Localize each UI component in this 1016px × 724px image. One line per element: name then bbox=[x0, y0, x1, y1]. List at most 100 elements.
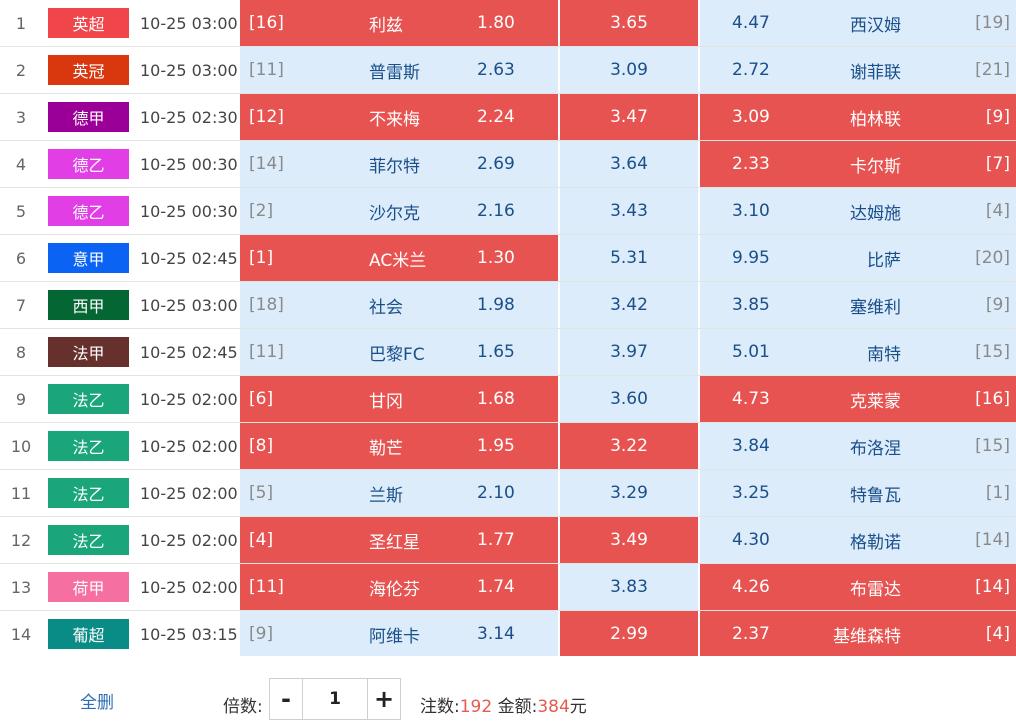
away-rank: [16] bbox=[975, 389, 1010, 409]
match-row: 13 荷甲 10-25 02:00 [11] 海伦芬 1.74 3.83 4.26 布雷达 [14… bbox=[0, 564, 1016, 611]
away-win-option[interactable]: 5.01 南特 [15] bbox=[700, 329, 1016, 375]
home-odd: 3.14 bbox=[477, 624, 515, 644]
multiplier-input[interactable] bbox=[303, 679, 367, 719]
match-row: 10 法乙 10-25 02:00 [8] 勒芒 1.95 3.22 3.84 布洛涅 [15] bbox=[0, 423, 1016, 470]
away-rank: [15] bbox=[975, 342, 1010, 362]
away-rank: [14] bbox=[975, 577, 1010, 597]
home-rank: [1] bbox=[249, 248, 274, 268]
match-row: 7 西甲 10-25 03:00 [18] 社会 1.98 3.42 3.85 塞维利 [9] bbox=[0, 282, 1016, 329]
match-time: 10-25 02:00 bbox=[140, 436, 238, 456]
match-time: 10-25 03:15 bbox=[140, 624, 238, 644]
home-odd: 2.69 bbox=[477, 154, 515, 174]
away-odd: 3.85 bbox=[732, 295, 770, 315]
away-odd: 2.72 bbox=[732, 60, 770, 80]
away-win-option[interactable]: 3.09 柏林联 [9] bbox=[700, 94, 1016, 140]
home-win-option[interactable]: [4] 圣红星 1.77 bbox=[240, 517, 558, 563]
home-team: 沙尔克 bbox=[369, 203, 420, 224]
draw-option[interactable]: 3.83 bbox=[560, 564, 698, 610]
draw-odd: 3.09 bbox=[610, 60, 648, 80]
away-rank: [21] bbox=[975, 60, 1010, 80]
match-time: 10-25 03:00 bbox=[140, 295, 238, 315]
draw-option[interactable]: 3.43 bbox=[560, 188, 698, 234]
home-win-option[interactable]: [14] 菲尔特 2.69 bbox=[240, 141, 558, 187]
clear-all-button[interactable]: 全删 bbox=[80, 693, 114, 713]
draw-option[interactable]: 5.31 bbox=[560, 235, 698, 281]
home-win-option[interactable]: [8] 勒芒 1.95 bbox=[240, 423, 558, 469]
away-odd: 2.37 bbox=[732, 624, 770, 644]
draw-odd: 3.60 bbox=[610, 389, 648, 409]
match-time: 10-25 02:00 bbox=[140, 483, 238, 503]
match-number: 7 bbox=[15, 295, 27, 315]
draw-option[interactable]: 3.49 bbox=[560, 517, 698, 563]
home-odd: 1.74 bbox=[477, 577, 515, 597]
away-win-option[interactable]: 9.95 比萨 [20] bbox=[700, 235, 1016, 281]
home-win-option[interactable]: [12] 不来梅 2.24 bbox=[240, 94, 558, 140]
draw-option[interactable]: 3.97 bbox=[560, 329, 698, 375]
away-win-option[interactable]: 2.33 卡尔斯 [7] bbox=[700, 141, 1016, 187]
home-win-option[interactable]: [9] 阿维卡 3.14 bbox=[240, 611, 558, 657]
home-win-option[interactable]: [2] 沙尔克 2.16 bbox=[240, 188, 558, 234]
draw-option[interactable]: 3.47 bbox=[560, 94, 698, 140]
away-win-option[interactable]: 3.25 特鲁瓦 [1] bbox=[700, 470, 1016, 516]
home-win-option[interactable]: [18] 社会 1.98 bbox=[240, 282, 558, 328]
league-badge: 德乙 bbox=[48, 196, 129, 226]
home-win-option[interactable]: [1] AC米兰 1.30 bbox=[240, 235, 558, 281]
away-team: 卡尔斯 bbox=[850, 156, 901, 177]
increase-multiplier-button[interactable]: + bbox=[367, 679, 400, 719]
away-rank: [9] bbox=[985, 107, 1010, 127]
home-win-option[interactable]: [16] 利兹 1.80 bbox=[240, 0, 558, 46]
home-team: AC米兰 bbox=[369, 250, 427, 271]
draw-option[interactable]: 3.22 bbox=[560, 423, 698, 469]
away-team: 柏林联 bbox=[850, 109, 901, 130]
league-badge: 西甲 bbox=[48, 290, 129, 320]
match-number: 1 bbox=[15, 13, 27, 33]
away-team: 基维森特 bbox=[833, 626, 901, 647]
bets-label: 注数: bbox=[420, 697, 460, 717]
match-time: 10-25 02:00 bbox=[140, 577, 238, 597]
away-win-option[interactable]: 4.30 格勒诺 [14] bbox=[700, 517, 1016, 563]
away-win-option[interactable]: 4.26 布雷达 [14] bbox=[700, 564, 1016, 610]
home-rank: [11] bbox=[249, 60, 284, 80]
draw-option[interactable]: 3.42 bbox=[560, 282, 698, 328]
away-win-option[interactable]: 2.37 基维森特 [4] bbox=[700, 611, 1016, 657]
draw-option[interactable]: 3.29 bbox=[560, 470, 698, 516]
draw-option[interactable]: 3.65 bbox=[560, 0, 698, 46]
away-rank: [4] bbox=[985, 624, 1010, 644]
draw-option[interactable]: 3.64 bbox=[560, 141, 698, 187]
match-number: 11 bbox=[10, 483, 32, 503]
match-time: 10-25 00:30 bbox=[140, 201, 238, 221]
home-win-option[interactable]: [5] 兰斯 2.10 bbox=[240, 470, 558, 516]
away-team: 格勒诺 bbox=[850, 532, 901, 553]
match-time: 10-25 00:30 bbox=[140, 154, 238, 174]
league-badge: 葡超 bbox=[48, 619, 129, 649]
league-badge: 荷甲 bbox=[48, 572, 129, 602]
home-win-option[interactable]: [11] 普雷斯 2.63 bbox=[240, 47, 558, 93]
league-badge: 法乙 bbox=[48, 431, 129, 461]
away-team: 达姆施 bbox=[850, 203, 901, 224]
match-number: 2 bbox=[15, 60, 27, 80]
draw-option[interactable]: 3.60 bbox=[560, 376, 698, 422]
away-team: 塞维利 bbox=[850, 297, 901, 318]
match-time: 10-25 02:45 bbox=[140, 248, 238, 268]
away-win-option[interactable]: 4.47 西汉姆 [19] bbox=[700, 0, 1016, 46]
draw-option[interactable]: 3.09 bbox=[560, 47, 698, 93]
match-row: 3 德甲 10-25 02:30 [12] 不来梅 2.24 3.47 3.09 柏林联 [9] bbox=[0, 94, 1016, 141]
away-win-option[interactable]: 3.85 塞维利 [9] bbox=[700, 282, 1016, 328]
home-win-option[interactable]: [11] 海伦芬 1.74 bbox=[240, 564, 558, 610]
away-win-option[interactable]: 4.73 克莱蒙 [16] bbox=[700, 376, 1016, 422]
away-odd: 4.73 bbox=[732, 389, 770, 409]
away-team: 布洛涅 bbox=[850, 438, 901, 459]
home-win-option[interactable]: [6] 甘冈 1.68 bbox=[240, 376, 558, 422]
home-win-option[interactable]: [11] 巴黎FC 1.65 bbox=[240, 329, 558, 375]
away-team: 西汉姆 bbox=[850, 15, 901, 36]
multiplier-label: 倍数: bbox=[223, 697, 263, 717]
away-win-option[interactable]: 2.72 谢菲联 [21] bbox=[700, 47, 1016, 93]
match-time: 10-25 02:00 bbox=[140, 530, 238, 550]
away-win-option[interactable]: 3.10 达姆施 [4] bbox=[700, 188, 1016, 234]
match-number: 9 bbox=[15, 389, 27, 409]
away-win-option[interactable]: 3.84 布洛涅 [15] bbox=[700, 423, 1016, 469]
draw-option[interactable]: 2.99 bbox=[560, 611, 698, 657]
home-odd: 2.63 bbox=[477, 60, 515, 80]
decrease-multiplier-button[interactable]: - bbox=[270, 679, 303, 719]
draw-odd: 3.43 bbox=[610, 201, 648, 221]
